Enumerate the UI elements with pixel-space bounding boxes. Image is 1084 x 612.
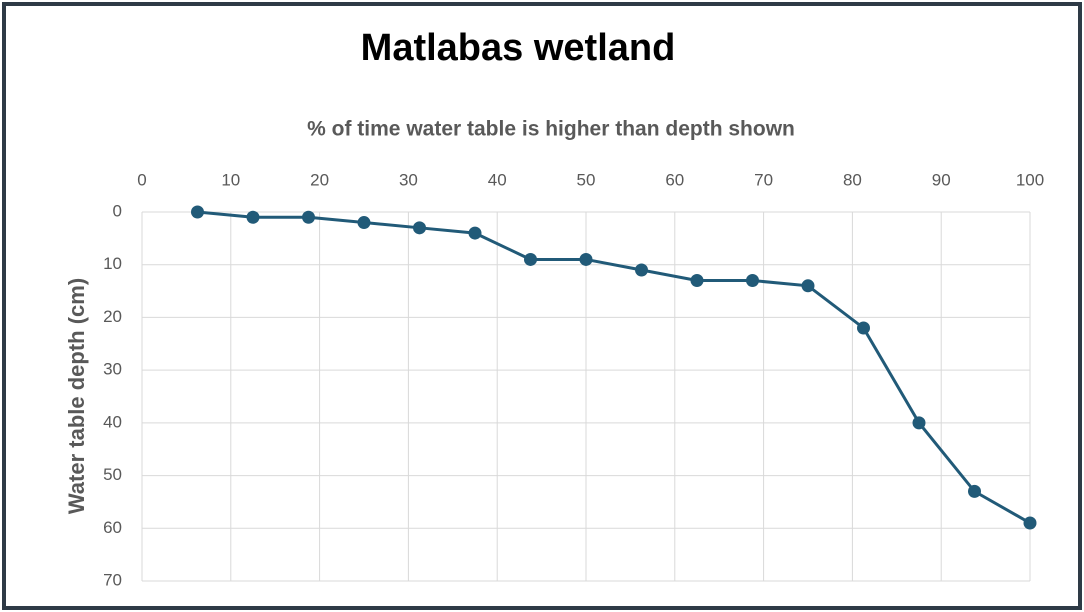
- data-point: [857, 321, 870, 335]
- y-tick-label: 0: [113, 201, 122, 220]
- x-tick-label: 0: [137, 170, 146, 189]
- data-point: [302, 210, 315, 224]
- data-line: [197, 210, 1031, 525]
- y-tick-label: 60: [103, 518, 122, 537]
- data-point: [746, 274, 759, 288]
- y-tick-label: 70: [103, 570, 122, 589]
- y-tick-label: 30: [103, 360, 122, 379]
- x-tick-label: 60: [665, 170, 684, 189]
- x-tick-label: 70: [754, 170, 773, 189]
- data-point: [635, 263, 648, 277]
- y-tick-label: 40: [103, 412, 122, 431]
- x-tick-label: 30: [399, 170, 418, 189]
- y-tick-label: 10: [103, 254, 122, 273]
- data-point: [912, 416, 926, 430]
- data-point: [579, 252, 593, 266]
- y-tick-label: 20: [103, 307, 122, 326]
- data-point: [468, 226, 482, 240]
- data-point: [1023, 516, 1037, 530]
- x-tick-label: 40: [488, 170, 507, 189]
- x-tick-label: 90: [932, 170, 951, 189]
- chart-title: Matlabas wetland: [361, 27, 676, 69]
- x-tick-label: 50: [577, 170, 596, 189]
- y-tick-label: 50: [103, 465, 122, 484]
- data-point: [357, 216, 371, 230]
- data-point: [968, 484, 981, 498]
- x-tick-label: 20: [310, 170, 329, 189]
- data-point: [524, 252, 537, 266]
- y-axis-label: Water table depth (cm): [64, 278, 89, 514]
- x-tick-label: 80: [843, 170, 862, 189]
- x-axis-label: % of time water table is higher than dep…: [307, 118, 795, 141]
- data-point: [413, 221, 426, 235]
- data-point: [801, 279, 815, 293]
- x-tick-label: 100: [1016, 170, 1044, 189]
- x-tick-label: 10: [221, 170, 240, 189]
- data-point: [191, 205, 204, 219]
- data-point: [246, 210, 260, 224]
- data-point: [690, 274, 704, 288]
